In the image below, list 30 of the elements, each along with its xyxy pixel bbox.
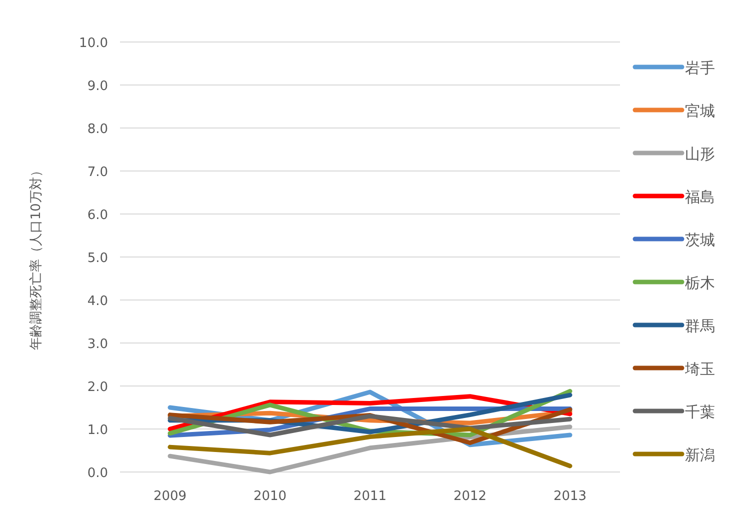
line-series xyxy=(168,426,572,468)
x-tick-label: 2011 xyxy=(353,489,387,504)
legend-label: 岩手 xyxy=(685,59,715,77)
y-tick-label: 2.0 xyxy=(87,380,108,395)
legend-label: 宮城 xyxy=(685,102,715,120)
legend-label: 群馬 xyxy=(685,317,715,335)
legend-label: 山形 xyxy=(685,145,715,163)
x-tick-label: 2013 xyxy=(553,489,587,504)
y-tick-label: 8.0 xyxy=(87,122,108,137)
line-series xyxy=(168,424,572,474)
y-tick-label: 5.0 xyxy=(87,251,108,266)
y-tick-label: 1.0 xyxy=(87,423,108,438)
y-tick-label: 4.0 xyxy=(87,294,108,309)
y-tick-label: 3.0 xyxy=(87,337,108,352)
y-tick-label: 0.0 xyxy=(87,466,108,481)
y-tick-label: 10.0 xyxy=(79,36,108,51)
legend-label: 新潟 xyxy=(685,446,715,464)
legend-label: 埼玉 xyxy=(684,360,715,378)
legend-label: 栃木 xyxy=(685,274,715,292)
y-tick-label: 9.0 xyxy=(87,79,108,94)
legend-label: 福島 xyxy=(685,188,715,206)
x-tick-label: 2009 xyxy=(153,489,187,504)
x-tick-label: 2012 xyxy=(453,489,487,504)
y-axis-title: 年齢調整死亡率（人口10万対） xyxy=(28,164,44,350)
legend-label: 千葉 xyxy=(685,403,715,421)
y-tick-label: 6.0 xyxy=(87,208,108,223)
x-tick-label: 2010 xyxy=(253,489,287,504)
line-series xyxy=(168,414,572,438)
y-tick-label: 7.0 xyxy=(87,165,108,180)
legend-label: 茨城 xyxy=(685,231,715,249)
